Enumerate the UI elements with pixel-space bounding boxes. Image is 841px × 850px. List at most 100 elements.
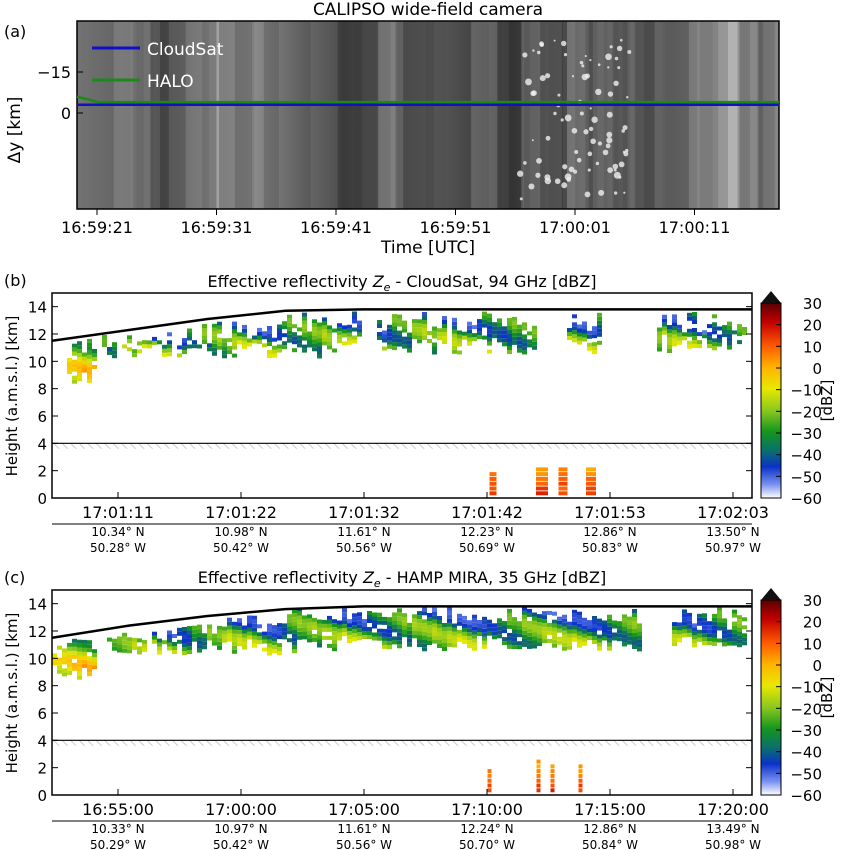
reflectivity-cell — [257, 624, 262, 629]
reflectivity-cell — [172, 646, 177, 650]
reflectivity-cell — [302, 324, 307, 329]
camera-streak — [377, 21, 396, 209]
reflectivity-cell — [612, 624, 617, 629]
reflectivity-cell — [622, 630, 627, 635]
reflectivity-cell — [742, 633, 747, 638]
reflectivity-cell — [337, 339, 342, 344]
reflectivity-cell — [177, 627, 182, 632]
reflectivity-cell — [67, 646, 72, 651]
reflectivity-cell — [452, 623, 457, 628]
reflectivity-cell — [527, 636, 532, 641]
reflectivity-cell — [92, 649, 97, 654]
camera-streak — [713, 21, 738, 209]
reflectivity-cell — [182, 627, 187, 631]
reflectivity-cell — [182, 350, 187, 355]
reflectivity-cell — [157, 340, 162, 345]
camera-streak — [263, 21, 279, 209]
reflectivity-cell — [397, 632, 402, 637]
precip-cell — [586, 472, 596, 477]
reflectivity-cell — [162, 344, 167, 349]
reflectivity-cell — [287, 318, 292, 323]
reflectivity-cell — [732, 625, 737, 630]
reflectivity-cell — [322, 627, 327, 632]
reflectivity-cell — [417, 619, 422, 624]
reflectivity-cell — [672, 338, 677, 343]
panel-b-frame — [51, 292, 753, 499]
reflectivity-cell — [667, 337, 672, 341]
reflectivity-cell — [172, 650, 177, 654]
reflectivity-cell — [422, 643, 427, 648]
camera-bright-cloud — [607, 167, 614, 173]
reflectivity-cell — [722, 622, 727, 627]
reflectivity-cell — [392, 334, 397, 339]
reflectivity-cell — [552, 611, 557, 616]
reflectivity-cell — [317, 346, 322, 351]
reflectivity-cell — [607, 614, 612, 619]
reflectivity-cell — [407, 622, 412, 627]
reflectivity-cell — [327, 615, 332, 620]
reflectivity-cell — [712, 637, 717, 642]
reflectivity-cell — [667, 341, 672, 345]
panel-c-ylabel: Height (a.m.s.l.) [km] — [3, 613, 21, 774]
reflectivity-cell — [127, 339, 132, 344]
camera-streak — [611, 21, 629, 209]
reflectivity-cell — [327, 345, 332, 350]
reflectivity-cell — [117, 644, 122, 649]
reflectivity-cell — [442, 639, 447, 643]
reflectivity-cell — [692, 635, 697, 640]
reflectivity-cell — [742, 641, 747, 646]
reflectivity-cell — [332, 643, 337, 648]
reflectivity-cell — [197, 636, 202, 641]
camera-streak — [397, 21, 428, 209]
reflectivity-cell — [232, 633, 237, 638]
reflectivity-cell — [342, 325, 347, 330]
reflectivity-cell — [292, 332, 297, 337]
reflectivity-cell — [717, 638, 722, 643]
reflectivity-cell — [547, 626, 552, 631]
reflectivity-cell — [202, 340, 207, 344]
reflectivity-cell — [512, 340, 517, 345]
camera-streak — [776, 21, 779, 209]
reflectivity-cell — [142, 344, 147, 349]
reflectivity-cell — [672, 630, 677, 635]
reflectivity-cell — [507, 326, 512, 330]
xtick-label: 17:20:00 — [697, 800, 769, 819]
reflectivity-cell — [482, 311, 487, 316]
reflectivity-cell — [442, 643, 447, 647]
reflectivity-cell — [502, 625, 507, 630]
reflectivity-cell — [592, 632, 597, 636]
reflectivity-cell — [597, 312, 602, 317]
reflectivity-cell — [327, 623, 332, 628]
reflectivity-cell — [342, 624, 347, 629]
reflectivity-cell — [517, 348, 522, 353]
precip-cell — [578, 769, 583, 774]
reflectivity-cell — [87, 362, 92, 367]
camera-bright-cloud — [583, 129, 589, 135]
reflectivity-cell — [677, 638, 682, 643]
reflectivity-cell — [672, 330, 677, 335]
reflectivity-cell — [727, 329, 732, 334]
camera-streak — [696, 21, 712, 209]
reflectivity-cell — [387, 633, 392, 638]
reflectivity-cell — [477, 620, 482, 624]
ytick-label: 10 — [28, 650, 47, 668]
reflectivity-cell — [272, 645, 277, 650]
reflectivity-cell — [532, 616, 537, 621]
reflectivity-cell — [522, 342, 527, 347]
reflectivity-cell — [687, 616, 692, 621]
reflectivity-cell — [87, 664, 92, 669]
reflectivity-cell — [297, 623, 302, 628]
reflectivity-cell — [487, 619, 492, 624]
reflectivity-cell — [332, 635, 337, 640]
panel-a-frame — [76, 20, 780, 210]
reflectivity-cell — [402, 629, 407, 634]
reflectivity-cell — [732, 629, 737, 634]
reflectivity-cell — [437, 336, 442, 341]
reflectivity-cell — [187, 630, 192, 635]
reflectivity-cell — [422, 639, 427, 644]
precip-cell — [536, 759, 541, 764]
reflectivity-cell — [487, 349, 492, 354]
reflectivity-cell — [137, 349, 142, 354]
reflectivity-cell — [392, 330, 397, 335]
reflectivity-cell — [82, 639, 87, 644]
